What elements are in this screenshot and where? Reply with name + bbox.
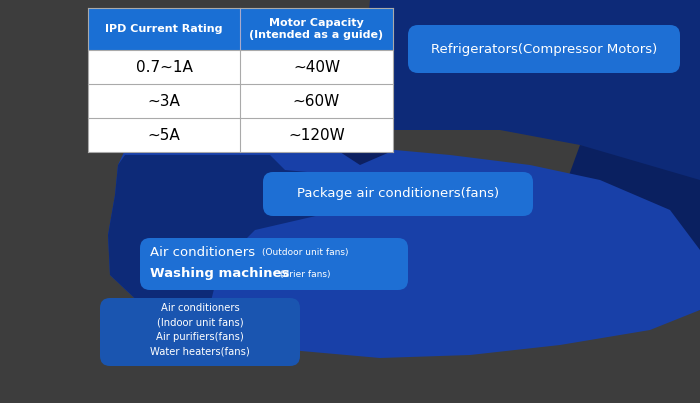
Text: IPD Current Rating: IPD Current Rating (105, 24, 223, 34)
Text: ∼3A: ∼3A (148, 93, 181, 108)
Text: Motor Capacity
(Intended as a guide): Motor Capacity (Intended as a guide) (249, 18, 384, 40)
Polygon shape (360, 0, 700, 200)
Text: Air conditioners: Air conditioners (150, 247, 255, 260)
Text: ∼40W: ∼40W (293, 60, 340, 75)
Text: Water heaters(fans): Water heaters(fans) (150, 347, 250, 357)
FancyBboxPatch shape (100, 298, 300, 366)
Text: (drier fans): (drier fans) (280, 270, 330, 278)
Text: Refrigerators(Compressor Motors): Refrigerators(Compressor Motors) (431, 42, 657, 56)
Text: (Indoor unit fans): (Indoor unit fans) (157, 318, 244, 328)
Polygon shape (108, 155, 400, 320)
Polygon shape (340, 130, 390, 165)
Text: (Outdoor unit fans): (Outdoor unit fans) (262, 249, 349, 258)
FancyBboxPatch shape (408, 25, 680, 73)
FancyBboxPatch shape (88, 8, 393, 50)
Text: Package air conditioners(fans): Package air conditioners(fans) (297, 187, 499, 201)
FancyBboxPatch shape (88, 50, 393, 84)
FancyBboxPatch shape (88, 84, 393, 118)
Text: Air conditioners: Air conditioners (160, 303, 239, 313)
Text: ∼120W: ∼120W (288, 127, 345, 143)
FancyBboxPatch shape (88, 8, 393, 50)
FancyBboxPatch shape (88, 118, 393, 152)
FancyBboxPatch shape (263, 172, 533, 216)
Text: Washing machines: Washing machines (150, 268, 289, 280)
Polygon shape (108, 150, 700, 358)
Polygon shape (540, 145, 700, 320)
Text: ∼60W: ∼60W (293, 93, 340, 108)
Text: ∼5A: ∼5A (148, 127, 181, 143)
Text: 0.7∼1A: 0.7∼1A (136, 60, 193, 75)
Text: Air purifiers(fans): Air purifiers(fans) (156, 332, 244, 342)
FancyBboxPatch shape (140, 238, 408, 290)
